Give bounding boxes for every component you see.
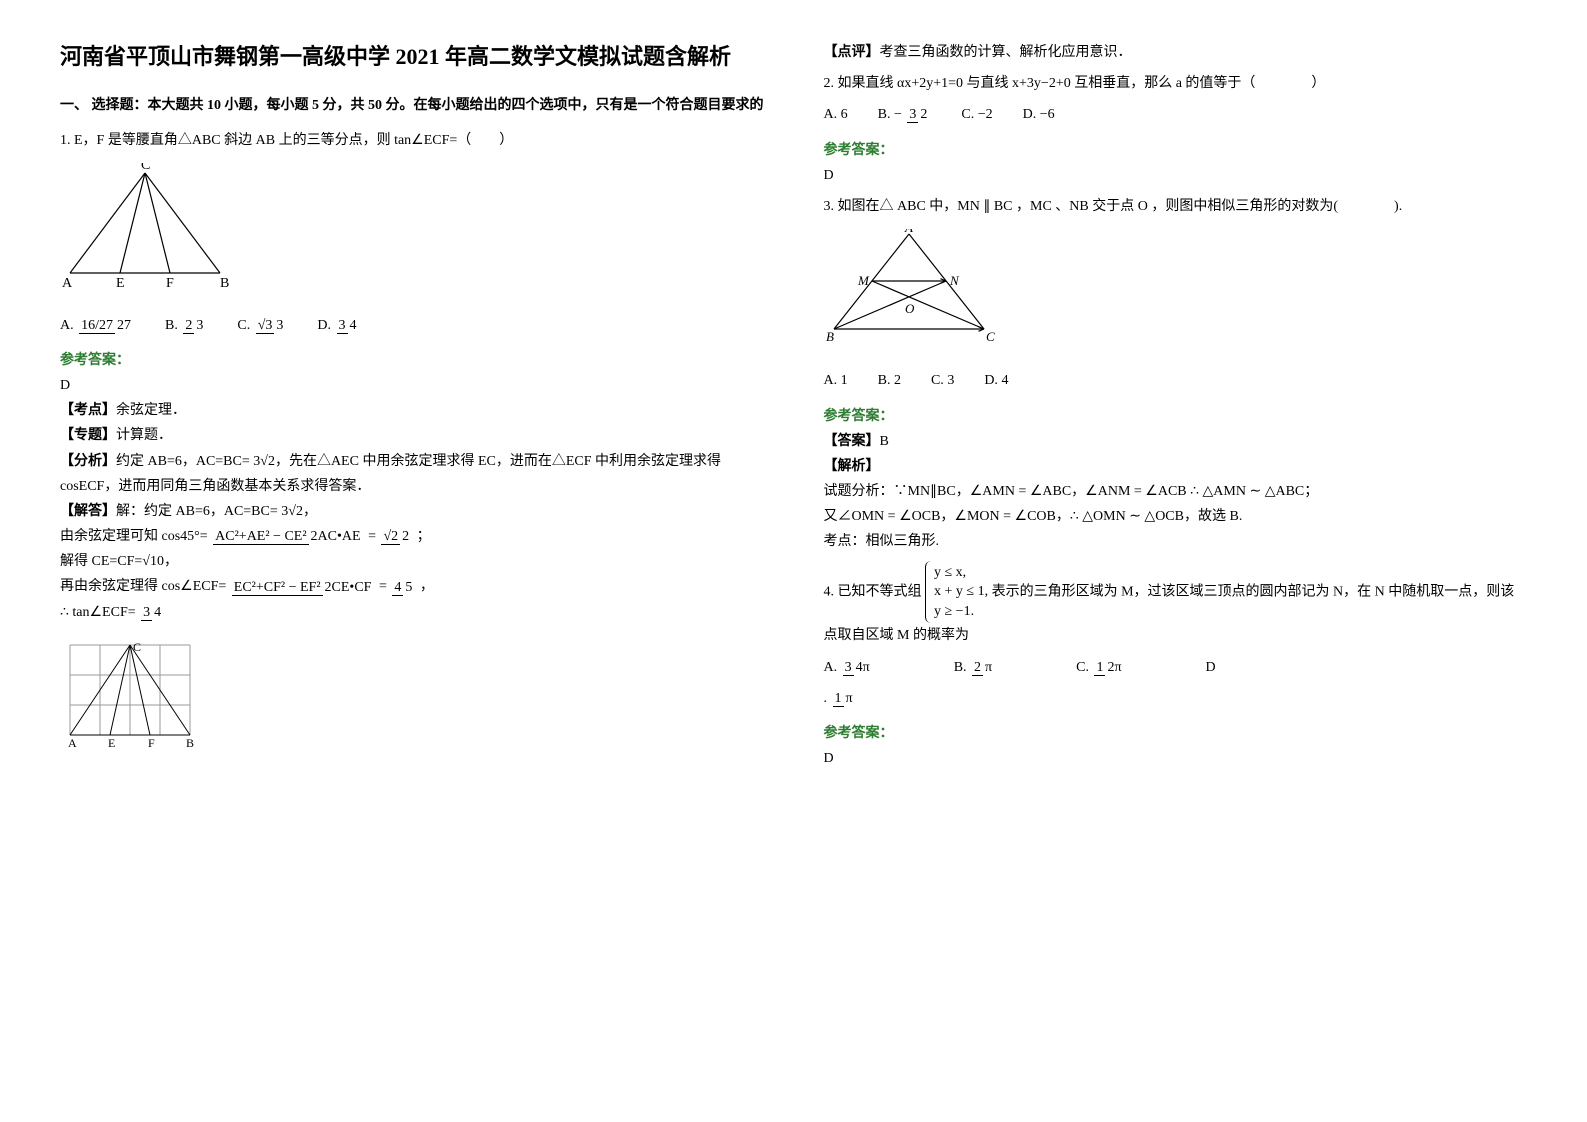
q1-opt-b: B. 23 xyxy=(165,313,207,338)
page-title: 河南省平顶山市舞钢第一高级中学 2021 年高二数学文模拟试题含解析 xyxy=(60,40,764,73)
svg-text:A: A xyxy=(68,736,77,750)
svg-text:O: O xyxy=(905,301,915,316)
svg-text:A: A xyxy=(904,229,913,235)
q1-options: A. 16/2727 B. 23 C. √33 D. 34 xyxy=(60,313,764,338)
q2-answer-head: 参考答案： xyxy=(824,138,1528,163)
q1-zhuanti: 【专题】计算题． xyxy=(60,423,764,448)
section-heading: 一、 选择题：本大题共 10 小题，每小题 5 分，共 50 分。在每小题给出的… xyxy=(60,93,764,118)
q4-answer-head: 参考答案： xyxy=(824,721,1528,746)
q3-exp-2: 又∠OMN = ∠OCB，∠MON = ∠COB，∴ △OMN ∼ △OCB，故… xyxy=(824,504,1528,529)
q1-sol-2: 由余弦定理可知 cos45°= AC²+AE² − CE²2AC•AE = √2… xyxy=(60,524,764,549)
q3-text: 3. 如图在△ ABC 中，MN ∥ BC ，MC 、NB 交于点 O ，则图中… xyxy=(824,194,1528,219)
q1-kaodian: 【考点】余弦定理． xyxy=(60,398,764,423)
svg-text:C: C xyxy=(133,640,141,654)
svg-text:B: B xyxy=(826,329,834,344)
svg-text:M: M xyxy=(857,273,870,288)
q1-dianping: 【点评】考查三角函数的计算、解析化应用意识． xyxy=(824,40,1528,65)
q1-jieda: 【解答】解：约定 AB=6，AC=BC= 3√2， xyxy=(60,499,764,524)
q4-options: A. 34π B. 2π C. 12π D xyxy=(824,655,1528,680)
svg-text:E: E xyxy=(116,276,125,291)
q1-answer: D xyxy=(60,373,764,398)
q4-opt-d-label: D xyxy=(1206,655,1216,680)
q2-opt-b: B. − 32 xyxy=(878,102,932,127)
q3-jiexi-tag: 【解析】 xyxy=(824,454,1528,479)
svg-text:B: B xyxy=(186,736,194,750)
q4-cases: y ≤ x, x + y ≤ 1, y ≥ −1. xyxy=(925,561,988,624)
question-2: 2. 如果直线 αx+2y+1=0 与直线 x+3y−2+0 互相垂直，那么 a… xyxy=(824,71,1528,188)
q1-sol-3: 解得 CE=CF=√10， xyxy=(60,549,764,574)
q2-opt-a: A. 6 xyxy=(824,102,848,127)
question-4: 4. 已知不等式组 y ≤ x, x + y ≤ 1, y ≥ −1. 表示的三… xyxy=(824,561,1528,772)
q1-sol-4: 再由余弦定理得 cos∠ECF= EC²+CF² − EF²2CE•CF = 4… xyxy=(60,574,764,599)
q1-grid-svg: A E F B C xyxy=(60,635,210,755)
svg-text:C: C xyxy=(141,163,150,173)
q3-opt-a: A. 1 xyxy=(824,368,848,393)
q3-opt-c: C. 3 xyxy=(931,368,954,393)
q3-opt-d: D. 4 xyxy=(984,368,1008,393)
q3-options: A. 1 B. 2 C. 3 D. 4 xyxy=(824,368,1528,393)
q4-text: 4. 已知不等式组 y ≤ x, x + y ≤ 1, y ≥ −1. 表示的三… xyxy=(824,561,1528,649)
q3-answer-head: 参考答案： xyxy=(824,404,1528,429)
q2-options: A. 6 B. − 32 C. −2 D. −6 xyxy=(824,102,1528,127)
q1-opt-d: D. 34 xyxy=(317,313,360,338)
q1-opt-a: A. 16/2727 xyxy=(60,313,135,338)
q3-ans-line: 【答案】B xyxy=(824,429,1528,454)
page: 河南省平顶山市舞钢第一高级中学 2021 年高二数学文模拟试题含解析 一、 选择… xyxy=(60,40,1527,777)
svg-text:N: N xyxy=(949,273,960,288)
q4-opt-b: B. 2π xyxy=(954,655,996,680)
q2-answer: D xyxy=(824,163,1528,188)
q1-triangle-svg: A B C E F xyxy=(60,163,240,293)
q3-exp-1: 试题分析：∵MN∥BC，∠AMN = ∠ABC，∠ANM = ∠ACB ∴ △A… xyxy=(824,479,1528,504)
q2-opt-c: C. −2 xyxy=(961,102,992,127)
q1-opt-c: C. √33 xyxy=(237,313,287,338)
q1-answer-head: 参考答案： xyxy=(60,348,764,373)
svg-text:E: E xyxy=(108,736,115,750)
q1-figure: A B C E F xyxy=(60,163,764,302)
q3-figure: A B C M N O xyxy=(824,229,1528,358)
q1-grid-figure: A E F B C xyxy=(60,635,764,764)
q3-opt-b: B. 2 xyxy=(878,368,901,393)
svg-text:A: A xyxy=(62,276,73,291)
right-column: 【点评】考查三角函数的计算、解析化应用意识． 2. 如果直线 αx+2y+1=0… xyxy=(824,40,1528,777)
q1-sol-5: ∴ tan∠ECF= 34 xyxy=(60,600,764,625)
svg-text:C: C xyxy=(986,329,995,344)
question-1: 1. E，F 是等腰直角△ABC 斜边 AB 上的三等分点，则 tan∠ECF=… xyxy=(60,128,764,764)
q4-opt-c: C. 12π xyxy=(1076,655,1125,680)
q4-opt-a: A. 34π xyxy=(824,655,874,680)
left-column: 河南省平顶山市舞钢第一高级中学 2021 年高二数学文模拟试题含解析 一、 选择… xyxy=(60,40,764,777)
q4-opt-d: . 1π xyxy=(824,686,1528,711)
q3-exp-3: 考点：相似三角形. xyxy=(824,529,1528,554)
svg-text:F: F xyxy=(166,276,174,291)
q2-opt-d: D. −6 xyxy=(1023,102,1055,127)
svg-text:F: F xyxy=(148,736,155,750)
q1-fenxi: 【分析】约定 AB=6，AC=BC= 3√2，先在△AEC 中用余弦定理求得 E… xyxy=(60,449,764,499)
q4-answer: D xyxy=(824,746,1528,771)
q3-triangle-svg: A B C M N O xyxy=(824,229,1004,349)
question-3: 3. 如图在△ ABC 中，MN ∥ BC ，MC 、NB 交于点 O ，则图中… xyxy=(824,194,1528,555)
q1-text: 1. E，F 是等腰直角△ABC 斜边 AB 上的三等分点，则 tan∠ECF=… xyxy=(60,128,764,153)
q2-text: 2. 如果直线 αx+2y+1=0 与直线 x+3y−2+0 互相垂直，那么 a… xyxy=(824,71,1528,96)
svg-text:B: B xyxy=(220,276,229,291)
